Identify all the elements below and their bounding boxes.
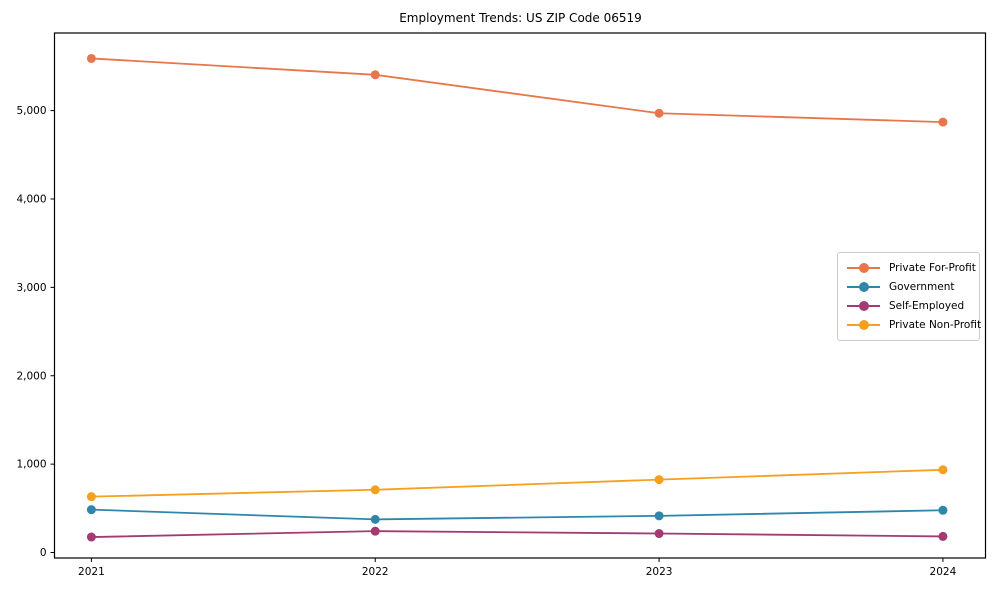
data-point [370, 526, 380, 536]
series-line [91, 508, 943, 521]
y-axis-tick-label: 0 [40, 547, 47, 559]
x-axis-tick-label: 2022 [362, 566, 389, 578]
y-axis-tick-label: 5,000 [16, 105, 46, 117]
data-point [654, 475, 664, 485]
y-axis-tick-label: 1,000 [16, 459, 46, 471]
y-axis-tick-label: 3,000 [16, 282, 46, 294]
legend: Private For-Profit Government Self-Employe… [837, 252, 981, 341]
legend-item: Self-Employed [847, 297, 973, 316]
legend-marker-icon [847, 320, 880, 331]
legend-label: Self-Employed [889, 300, 965, 313]
data-point [938, 117, 948, 127]
data-point [86, 505, 96, 515]
data-point [86, 492, 96, 502]
chart-title: Employment Trends: US ZIP Code 06519 [399, 11, 642, 25]
x-axis-tick-label: 2021 [78, 566, 105, 578]
data-point [938, 465, 948, 475]
data-point [370, 485, 380, 495]
legend-item: Government [847, 277, 973, 296]
data-point [654, 529, 664, 539]
legend-label: Private For-Profit [889, 261, 976, 274]
legend-marker-icon [847, 262, 880, 273]
legend-marker-icon [847, 281, 880, 292]
series-line [91, 468, 943, 498]
data-point [654, 511, 664, 521]
series-line [91, 57, 943, 123]
y-axis-tick-label: 2,000 [16, 370, 46, 382]
x-axis-tick-label: 2024 [930, 566, 957, 578]
data-point [938, 531, 948, 541]
data-point [370, 514, 380, 524]
series-line [91, 530, 943, 538]
legend-marker-icon [847, 301, 880, 312]
legend-item: Private For-Profit [847, 258, 976, 277]
legend-label: Government [889, 280, 955, 293]
y-axis-tick-label: 4,000 [16, 193, 46, 205]
data-point [86, 53, 96, 63]
data-point [86, 532, 96, 542]
plot-frame [53, 32, 987, 559]
data-point [654, 108, 664, 118]
x-axis-tick-label: 2023 [646, 566, 673, 578]
data-point [370, 70, 380, 80]
legend-label: Private Non-Profit [889, 319, 982, 332]
legend-item: Private Non-Profit [847, 316, 981, 335]
data-point [938, 505, 948, 515]
